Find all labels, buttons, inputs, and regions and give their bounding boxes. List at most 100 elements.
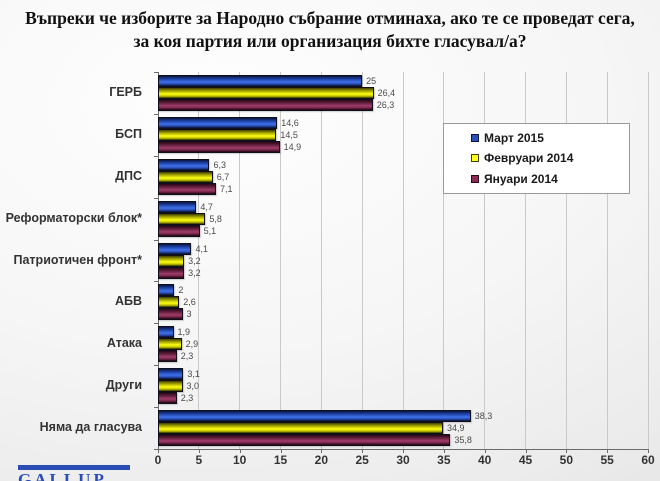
y-axis-tick bbox=[154, 156, 158, 157]
value-label: 1,9 bbox=[177, 327, 191, 338]
category-label: ГЕРБ bbox=[109, 84, 142, 99]
x-axis-tick bbox=[648, 449, 649, 453]
x-axis-tick-label: 35 bbox=[437, 453, 451, 467]
category-label: Други bbox=[105, 378, 142, 393]
value-label: 2,3 bbox=[180, 393, 194, 404]
bar-2-7 bbox=[158, 392, 177, 405]
value-label: 25 bbox=[366, 76, 377, 86]
bar-1-8 bbox=[158, 422, 444, 435]
x-axis-tick bbox=[239, 449, 241, 453]
category-label: АБВ bbox=[114, 294, 142, 309]
gridline bbox=[402, 72, 404, 449]
category-label: ДПС bbox=[115, 168, 142, 183]
gallup-logo-bar bbox=[18, 465, 130, 470]
value-label: 6,7 bbox=[216, 171, 230, 182]
category-label: Атака bbox=[106, 336, 142, 351]
value-label: 2,9 bbox=[185, 339, 199, 350]
bar-1-2 bbox=[158, 170, 213, 183]
value-label: 14,5 bbox=[280, 129, 298, 140]
x-axis: 0 5 10 15 20 25 30 35 40 45 50 55 60 bbox=[155, 453, 655, 469]
x-axis-tick-label: 50 bbox=[559, 453, 573, 467]
bar-2-1 bbox=[158, 140, 280, 153]
x-axis-line bbox=[157, 449, 648, 450]
x-axis-tick-label: 45 bbox=[518, 453, 533, 467]
y-axis-tick bbox=[154, 240, 158, 241]
bar-0-1 bbox=[158, 116, 278, 129]
x-axis-tick-label: 60 bbox=[641, 453, 655, 467]
y-axis-tick bbox=[154, 198, 158, 199]
bar-1-1 bbox=[158, 128, 277, 141]
value-label: 5,8 bbox=[209, 213, 222, 224]
legend-swatch-maroon bbox=[471, 174, 479, 183]
bar-2-2 bbox=[158, 182, 216, 195]
bar-0-5 bbox=[158, 284, 175, 297]
y-axis-tick bbox=[154, 449, 158, 450]
bar-0-2 bbox=[158, 158, 210, 171]
value-label: 3,0 bbox=[186, 381, 200, 392]
gridline bbox=[606, 72, 608, 449]
x-axis-tick bbox=[198, 449, 200, 453]
x-axis-tick bbox=[607, 449, 609, 453]
value-label: 14,9 bbox=[283, 141, 302, 152]
gridline bbox=[647, 72, 649, 449]
chart-legend: Март 2015 Февруари 2014 Януари 2014 bbox=[443, 123, 630, 194]
x-axis-tick bbox=[158, 449, 159, 453]
legend-item-mart-2015: Март 2015 bbox=[471, 131, 629, 145]
x-axis-tick-label: 5 bbox=[195, 453, 203, 467]
x-axis-tick bbox=[362, 449, 364, 453]
y-axis-tick bbox=[154, 114, 158, 115]
y-axis-tick bbox=[154, 365, 158, 366]
legend-label: Март 2015 bbox=[484, 131, 544, 146]
gridline bbox=[239, 72, 241, 449]
bar-2-4 bbox=[158, 266, 185, 279]
x-axis-tick bbox=[280, 449, 282, 453]
category-label: Няма да гласува bbox=[39, 420, 142, 435]
value-label: 7,1 bbox=[219, 183, 233, 194]
value-label: 6,3 bbox=[213, 159, 226, 170]
x-axis-tick bbox=[443, 449, 445, 453]
bar-2-0 bbox=[158, 99, 373, 111]
bar-1-7 bbox=[158, 380, 183, 393]
value-label: 34,9 bbox=[447, 423, 465, 434]
gallup-logo: GALLUP bbox=[18, 465, 132, 481]
gridline bbox=[320, 72, 322, 449]
value-label: 3 bbox=[186, 309, 192, 320]
x-axis-tick bbox=[525, 449, 527, 453]
bar-1-3 bbox=[158, 212, 206, 225]
y-axis-tick bbox=[154, 323, 158, 324]
value-label: 26,3 bbox=[376, 100, 395, 110]
bar-2-3 bbox=[158, 224, 200, 237]
category-label: Реформаторски блок* bbox=[5, 210, 142, 225]
x-axis-tick bbox=[321, 449, 323, 453]
gridline bbox=[198, 72, 200, 449]
value-label: 4,1 bbox=[195, 243, 208, 254]
bar-0-6 bbox=[158, 326, 174, 339]
value-label: 3,2 bbox=[188, 255, 201, 266]
bar-0-4 bbox=[158, 242, 192, 255]
x-axis-tick-label: 40 bbox=[477, 453, 492, 467]
x-axis-tick bbox=[566, 449, 568, 453]
bar-0-3 bbox=[158, 200, 197, 213]
bar-2-5 bbox=[158, 308, 183, 321]
bar-0-0 bbox=[158, 75, 363, 87]
chart-title: Въпреки че изборите за Народно събрание … bbox=[25, 8, 635, 51]
x-axis-tick-label: 55 bbox=[600, 453, 614, 467]
value-label: 35,8 bbox=[454, 435, 472, 446]
bar-1-0 bbox=[158, 87, 374, 99]
legend-label: Януари 2014 bbox=[484, 171, 558, 186]
value-label: 2,6 bbox=[183, 297, 196, 308]
x-axis-tick-label: 20 bbox=[314, 453, 328, 467]
value-label: 26,4 bbox=[377, 88, 396, 98]
x-axis-tick-label: 0 bbox=[154, 453, 162, 467]
y-axis-tick bbox=[154, 281, 158, 282]
x-axis-tick bbox=[403, 449, 404, 453]
gridline bbox=[443, 72, 445, 449]
category-label: Патриотичен фронт* bbox=[13, 252, 143, 267]
x-axis-tick-label: 15 bbox=[273, 453, 288, 467]
bar-1-6 bbox=[158, 338, 182, 351]
y-axis-tick bbox=[154, 72, 158, 73]
legend-swatch-blue bbox=[471, 134, 479, 143]
gridline bbox=[280, 72, 281, 449]
value-label: 3,2 bbox=[188, 267, 201, 278]
x-axis-tick bbox=[484, 449, 486, 453]
